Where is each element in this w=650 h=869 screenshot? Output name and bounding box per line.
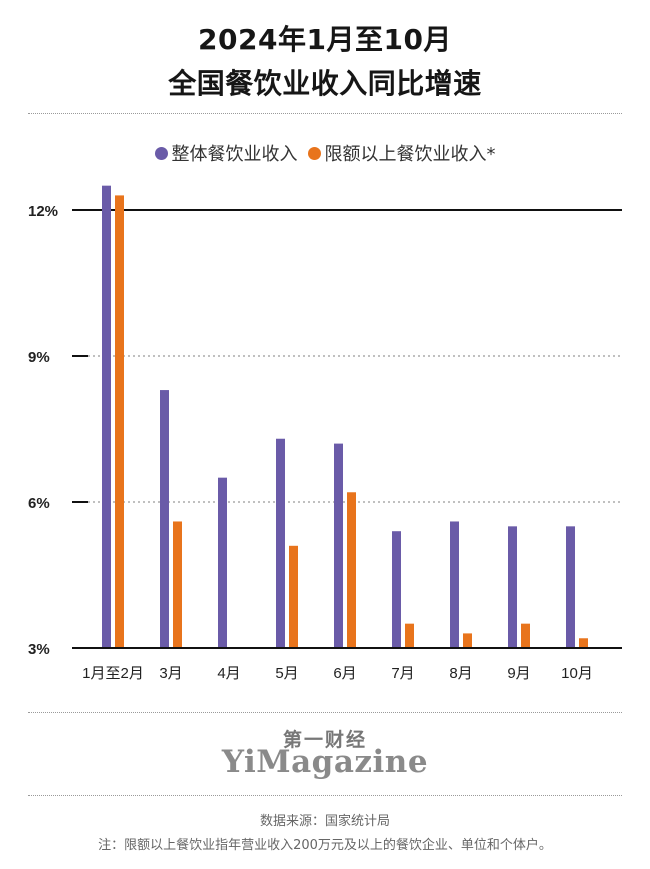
- x-tick-label-1: 1月至2月: [82, 665, 144, 682]
- y-tick-label-6: 6%: [28, 495, 50, 512]
- data-source: 数据来源：国家统计局: [259, 814, 390, 829]
- bar-above-quota-8: [521, 623, 530, 648]
- x-tick-label-9: 10月: [561, 665, 593, 682]
- bar-overall-9: [566, 526, 575, 648]
- legend: 整体餐饮业收入 限额以上餐饮业收入*: [0, 140, 650, 166]
- bar-overall-2: [160, 390, 169, 648]
- chart-title-line1: 2024年1月至10月: [198, 23, 452, 56]
- brand-logo-yimagazine: YiMagazine: [221, 744, 429, 780]
- brand-chinese-name: 第一财经: [282, 729, 367, 751]
- bar-overall-5: [334, 443, 343, 648]
- bar-overall-7: [450, 521, 459, 648]
- y-tick-label-9: 9%: [28, 349, 50, 366]
- bar-above-quota-1: [115, 195, 124, 648]
- bar-overall-1: [102, 185, 111, 648]
- legend-label-overall: 整体餐饮业收入: [171, 144, 298, 165]
- bar-chart: 3% 6% 9% 12% 1月至2月 3月 4月 5月 6月 7月 8月 9月 10月: [28, 185, 622, 682]
- top-divider: [28, 113, 622, 114]
- bar-above-quota-4: [289, 545, 298, 648]
- bar-above-quota-2: [173, 521, 182, 648]
- chart-title-line2: 全国餐饮业收入同比增速: [168, 67, 482, 100]
- x-tick-label-4: 5月: [275, 665, 298, 682]
- legend-item-overall: 整体餐饮业收入: [154, 140, 298, 166]
- y-tick-label-12: 12%: [28, 203, 58, 220]
- x-tick-label-7: 8月: [449, 665, 472, 682]
- legend-swatch-above-quota: [307, 146, 321, 160]
- x-tick-label-3: 4月: [217, 665, 240, 682]
- legend-label-above-quota: 限额以上餐饮业收入*: [324, 144, 496, 165]
- footnote: 注：限额以上餐饮业指年营业收入200万元及以上的餐饮企业、单位和个体户。: [98, 838, 552, 853]
- y-tick-label-3: 3%: [28, 641, 50, 658]
- bar-above-quota-6: [405, 623, 414, 648]
- bar-overall-3: [218, 477, 227, 648]
- x-tick-label-2: 3月: [159, 665, 182, 682]
- legend-swatch-overall: [154, 146, 168, 160]
- bar-above-quota-5: [347, 492, 356, 648]
- bar-overall-4: [276, 438, 285, 648]
- bar-overall-6: [392, 531, 401, 648]
- middle-divider: [28, 712, 622, 713]
- bar-above-quota-9: [579, 638, 588, 648]
- bar-above-quota-7: [463, 633, 472, 648]
- x-tick-label-5: 6月: [333, 665, 356, 682]
- x-tick-label-8: 9月: [507, 665, 530, 682]
- x-tick-label-6: 7月: [391, 665, 414, 682]
- bar-overall-8: [508, 526, 517, 648]
- legend-item-above-quota: 限额以上餐饮业收入*: [307, 140, 496, 166]
- bottom-divider: [28, 795, 622, 796]
